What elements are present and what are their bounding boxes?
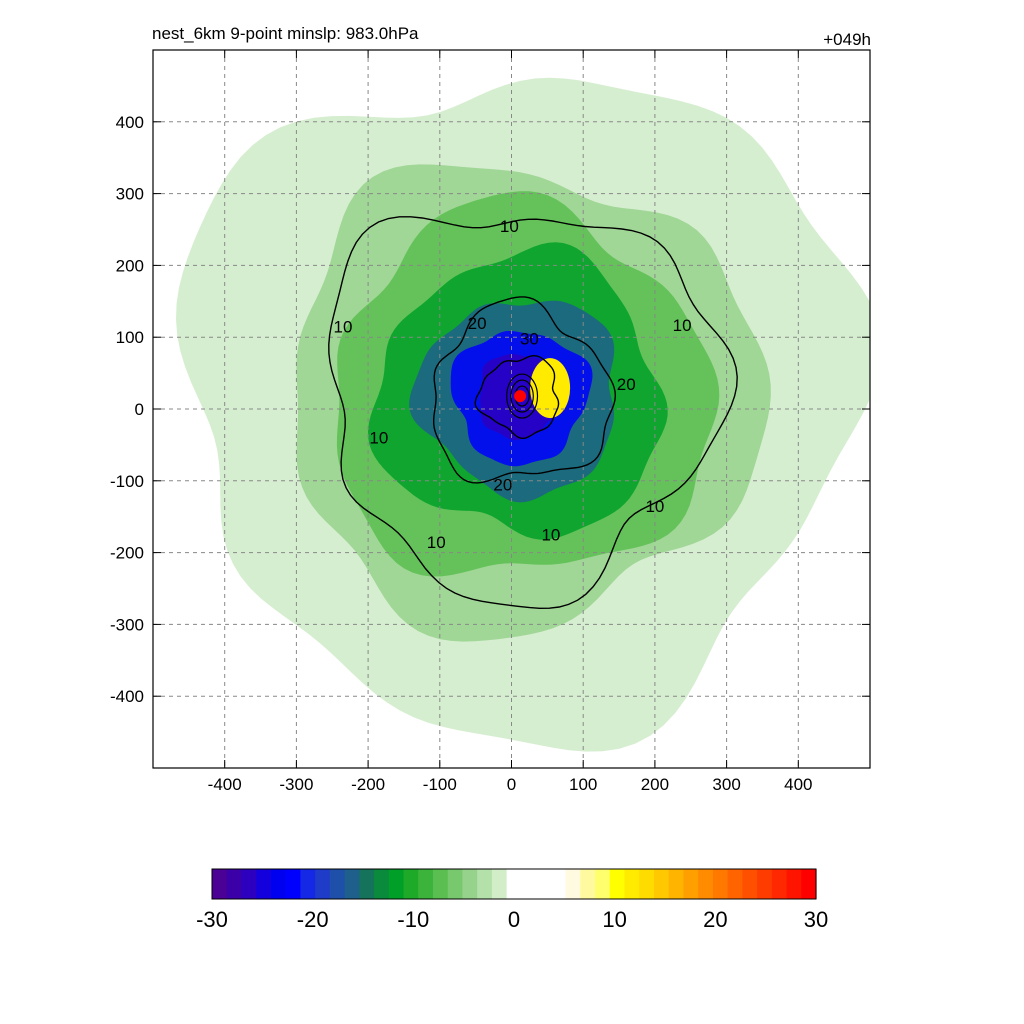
colorbar-tick-label: -10 [397,907,429,932]
colorbar-swatch [388,869,405,899]
colorbar-swatch [683,869,699,899]
x-tick-label: -200 [351,775,385,794]
y-tick-label: 200 [116,256,144,275]
colorbar-swatch [653,869,670,899]
plot-area: 10 10 10 10 10 10 10 20 20 20 30 [153,50,870,768]
contour-labels: 10 10 10 10 10 10 10 20 20 20 30 [334,217,692,552]
forecast-hour-label: +049h [823,30,871,49]
colorbar-swatch [418,869,434,899]
colorbar-swatch [403,869,419,899]
colorbar-swatch [359,869,375,899]
colorbar-swatch [609,869,626,899]
colorbar-swatch [241,869,257,899]
colorbar-swatch [536,869,552,899]
colorbar-swatch [521,869,537,899]
colorbar-swatch [256,869,272,899]
x-tick-label: -300 [279,775,313,794]
colorbar-swatch [432,869,449,899]
contour-label: 30 [520,330,539,349]
colorbar-tick-label: 10 [602,907,626,932]
colorbar-swatch [771,869,788,899]
y-tick-label: -400 [110,687,144,706]
contour-label: 10 [673,316,692,335]
x-tick-label: 300 [712,775,740,794]
contour-line-30 [474,354,560,439]
colorbar-swatch [668,869,685,899]
contour-label: 20 [468,314,487,333]
x-tick-label: 400 [784,775,812,794]
y-tick-label: -200 [110,544,144,563]
contour-label: 10 [541,526,560,545]
y-tick-label: 0 [135,400,144,419]
contour-label: 20 [617,375,636,394]
colorbar-swatch [477,869,493,899]
wind-shading [176,77,870,752]
contour-label: 20 [493,475,512,494]
colorbar-swatch [580,869,596,899]
contour-line-10 [328,216,738,610]
colorbar-swatch [344,869,360,899]
colorbar-swatch [712,869,729,899]
colorbar-swatch [550,869,567,899]
positive-lobe [530,358,571,419]
x-tick-label: -400 [208,775,242,794]
colorbar-swatch [447,869,464,899]
y-tick-label: -300 [110,615,144,634]
colorbar-tick-label: -30 [196,907,228,932]
x-tick-label: 100 [569,775,597,794]
colorbar-swatch [300,869,316,899]
colorbar-swatch [462,869,478,899]
contour-label: 10 [500,217,519,236]
contour-line-20 [433,296,617,484]
colorbar-swatch [565,869,581,899]
y-tick-label: 400 [116,113,144,132]
colorbar-swatch [226,869,243,899]
colorbar-swatch [491,869,508,899]
colorbar-swatch [595,869,611,899]
y-tick-label: -100 [110,472,144,491]
chart-title: nest_6km 9-point minslp: 983.0hPa [152,24,419,43]
x-axis: -400 -300 -200 -100 0 100 200 300 400 [208,50,812,794]
colorbar-swatch [639,869,655,899]
contour-line-inner [510,379,534,413]
storm-center-marker [514,390,527,403]
contour-line-inner [506,373,539,419]
colorbar-swatch [801,869,817,899]
contour-label: 10 [369,429,388,448]
x-tick-label: -100 [423,775,457,794]
colorbar-swatch [742,869,758,899]
colorbar-swatch [329,869,346,899]
colorbar-swatch [315,869,331,899]
colorbar-tick-label: 30 [804,907,828,932]
contour-label: 10 [334,317,353,336]
colorbar-tick-label: -20 [297,907,329,932]
colorbar-swatch [786,869,802,899]
colorbar-swatch [727,869,743,899]
colorbar-swatch [698,869,714,899]
contour-label: 10 [427,533,446,552]
colorbar-tick-label: 20 [703,907,727,932]
y-tick-label: 100 [116,328,144,347]
contour-label: 10 [645,497,664,516]
colorbar-swatch [506,869,522,899]
colorbar-swatch [624,869,640,899]
y-tick-label: 300 [116,185,144,204]
colorbar-swatch [757,869,773,899]
x-tick-label: 0 [507,775,516,794]
x-tick-label: 200 [641,775,669,794]
contour-lines [328,216,738,610]
y-axis: 400 300 200 100 0 -100 -200 -300 -400 [110,113,870,706]
colorbar-swatch [374,869,390,899]
colorbar: -30 -20 -10 0 10 20 30 [196,868,828,932]
colorbar-frame [211,868,817,900]
colorbar-swatch [270,869,287,899]
colorbar-swatch [285,869,301,899]
colorbar-swatch [212,869,228,899]
colorbar-tick-label: 0 [508,907,520,932]
